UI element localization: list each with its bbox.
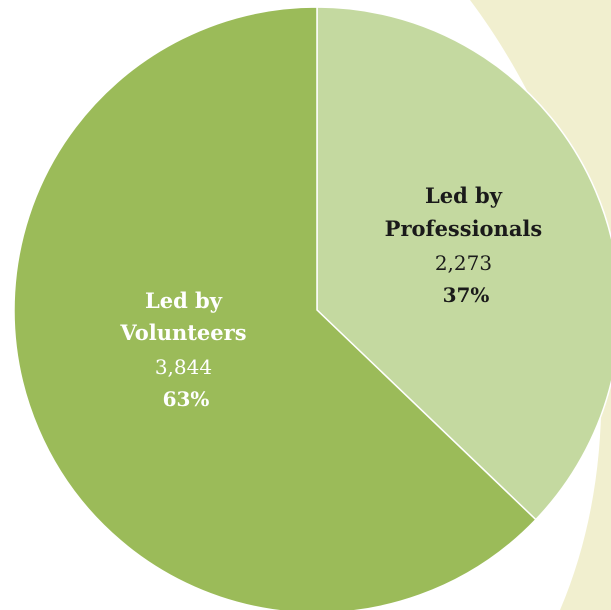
slice-name-line: Led by: [425, 183, 503, 208]
slice-percent-label: 37%: [443, 283, 490, 307]
slice-percent-label: 63%: [163, 387, 210, 411]
slice-value-label: 2,273: [435, 251, 492, 275]
pie-slices: [13, 6, 611, 610]
pie-slice-professionals: [316, 6, 611, 521]
slice-label-volunteers: Led by Volunteers 3,844 63%: [119, 288, 251, 411]
pie-slice-volunteers: [13, 6, 537, 610]
slice-label-professionals: Led by Professionals 2,273 37%: [385, 183, 548, 307]
slice-name-line: Led by: [145, 288, 223, 313]
slice-value-label: 3,844: [155, 355, 212, 379]
slice-name-line: Professionals: [385, 216, 543, 241]
slice-name-line: Volunteers: [119, 320, 246, 345]
pie-labels: Led by Professionals 2,273 37% Led by Vo…: [119, 183, 548, 411]
